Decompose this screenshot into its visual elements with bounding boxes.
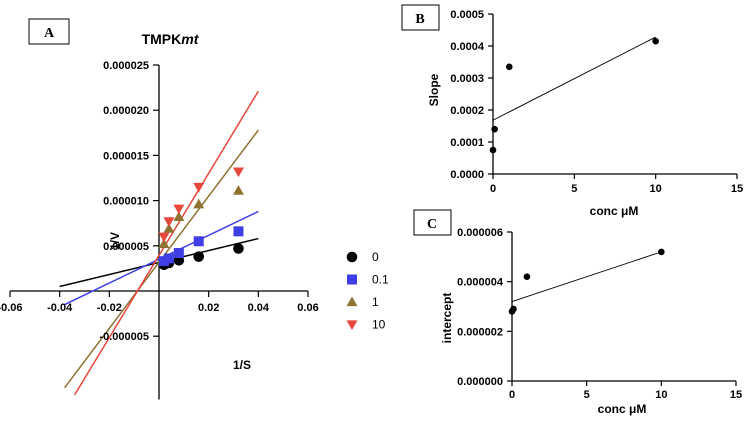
chart-c-x-tick-label: 0	[509, 389, 515, 401]
chart-c-y-tick-label: 0.000000	[457, 376, 503, 388]
chart-b-data-point	[505, 63, 513, 71]
chart-c-y-tick-label: 0.000004	[457, 277, 504, 289]
chart-b-data-point	[491, 125, 498, 133]
chart-c-data-point	[523, 273, 531, 281]
panel-a: A TMPKmt -0.06-0.04-0.020.020.040.06-0.0…	[0, 18, 389, 400]
data-point-series-0	[193, 251, 205, 262]
data-point-series-0	[233, 243, 244, 254]
data-point-series-10	[163, 217, 175, 227]
chart-b-points	[489, 37, 659, 154]
chart-a-title-main: TMPK	[142, 31, 182, 47]
chart-a-x-tick-label: 0.04	[248, 302, 270, 314]
chart-a-y-tick-label: 0.000015	[103, 150, 149, 162]
chart-b-xlabel: conc μM	[590, 204, 639, 218]
chart-c-xlabel: conc μM	[598, 402, 647, 416]
chart-b-y-tick-label: 0.0000	[450, 169, 484, 181]
chart-a-x-tick-label: -0.04	[47, 302, 73, 314]
chart-c-x-tick-label: 15	[730, 389, 742, 401]
chart-c-fit-line	[511, 251, 662, 302]
panel-a-label: A	[44, 26, 55, 41]
chart-a-y-tick-label: 0.000025	[103, 60, 149, 72]
data-point-series-0.1	[163, 253, 174, 264]
data-point-series-0.1	[233, 226, 244, 237]
chart-c-points	[508, 248, 665, 315]
legend-marker-series-0	[346, 251, 358, 263]
chart-c-y-tick-label: 0.000006	[457, 227, 503, 239]
panel-b-label-box	[401, 4, 440, 31]
data-point-series-10	[232, 167, 244, 178]
panel-c: C 0 5 10 15 0.000000 0.000002 0.000004 0.000006…	[413, 209, 742, 416]
chart-a-xlabel: 1/S	[233, 358, 251, 372]
legend-label-series-1: 1	[372, 295, 379, 309]
panel-c-label-box	[413, 209, 452, 236]
chart-a-x-tick-label: 0.06	[297, 302, 318, 314]
chart-b-x-tick-label: 5	[571, 183, 577, 195]
data-point-series-10	[193, 182, 205, 193]
legend-marker-series-1	[346, 296, 358, 307]
chart-b-fit-line	[492, 36, 656, 121]
chart-c-tick-labels: 0 5 10 15 0.000000 0.000002 0.000004 0.000006	[457, 227, 742, 401]
data-point-series-1	[163, 223, 175, 233]
chart-b-ylabel: Slope	[427, 73, 441, 106]
chart-b-tick-labels: 0 5 10 15 0.0000 0.0001 0.0002 0.0003 0.0004 0.00…	[450, 9, 743, 195]
data-point-series-1	[158, 238, 170, 249]
chart-b-data-point	[652, 37, 659, 45]
chart-a-x-tick-label: -0.02	[97, 302, 122, 314]
data-point-series-1	[173, 211, 185, 221]
data-point-series-1	[193, 198, 205, 209]
chart-c-axes	[507, 231, 737, 386]
data-point-series-1	[232, 185, 244, 195]
data-point-series-0.1	[193, 236, 204, 247]
chart-a-points	[158, 167, 244, 271]
panel-b-label: B	[415, 12, 424, 27]
chart-b-x-tick-label: 0	[490, 183, 496, 195]
chart-b-axes	[488, 13, 738, 179]
chart-c-data-point	[510, 305, 517, 313]
chart-c-ylabel: intercept	[440, 293, 454, 344]
chart-b-y-tick-label: 0.0002	[450, 105, 484, 117]
chart-b-y-tick-label: 0.0004	[450, 41, 485, 53]
chart-a-title-italic: mt	[181, 31, 199, 47]
chart-c-regression-line	[511, 251, 662, 302]
chart-b-y-tick-label: 0.0005	[450, 9, 484, 21]
legend-marker-series-0.1	[347, 274, 357, 285]
panel-a-label-box	[28, 18, 70, 45]
data-point-series-10	[158, 232, 170, 243]
legend-marker-series-10	[346, 320, 358, 330]
chart-c-x-tick-label: 5	[584, 389, 590, 401]
chart-b-y-tick-label: 0.0001	[450, 137, 484, 149]
chart-b-x-tick-label: 10	[650, 183, 662, 195]
chart-b-y-tick-label: 0.0003	[450, 73, 484, 85]
chart-a-x-tick-label: 0.02	[198, 302, 219, 314]
panel-b: B 0 5 10 15 0.0000 0.0001 0.0002 0.0003 0.0004 0.…	[401, 4, 743, 218]
chart-a-y-tick-label: 0.000010	[103, 196, 149, 208]
chart-a-legend: 0 0.1 1 10	[346, 250, 389, 332]
chart-a-y-tick-label: 0.000020	[103, 105, 149, 117]
data-point-series-0.1	[173, 248, 184, 259]
chart-a-y-tick-label: 0.000005	[103, 241, 149, 253]
chart-a-axes	[9, 64, 309, 400]
chart-a-title: TMPKmt	[142, 31, 200, 47]
chart-b-regression-line	[492, 36, 656, 121]
chart-a-y-tick-label: -0.000005	[99, 331, 149, 343]
chart-c-data-point	[658, 248, 665, 256]
chart-a-x-tick-label: -0.06	[0, 302, 23, 314]
chart-a-ylabel: 1/V	[108, 232, 122, 250]
chart-b-data-point	[489, 146, 497, 154]
chart-c-x-tick-label: 10	[655, 389, 667, 401]
legend-label-series-0.1: 0.1	[372, 273, 389, 287]
chart-b-x-tick-label: 15	[731, 183, 743, 195]
legend-label-series-10: 10	[372, 318, 386, 332]
chart-a-tick-labels: -0.06 -0.04 -0.02 0.02 0.04 0.06 -0.000005 0.00…	[0, 60, 319, 343]
chart-c-y-tick-label: 0.000002	[457, 326, 503, 338]
legend-label-series-0: 0	[372, 250, 379, 264]
panel-c-label: C	[427, 217, 437, 232]
data-point-series-10	[173, 204, 185, 215]
